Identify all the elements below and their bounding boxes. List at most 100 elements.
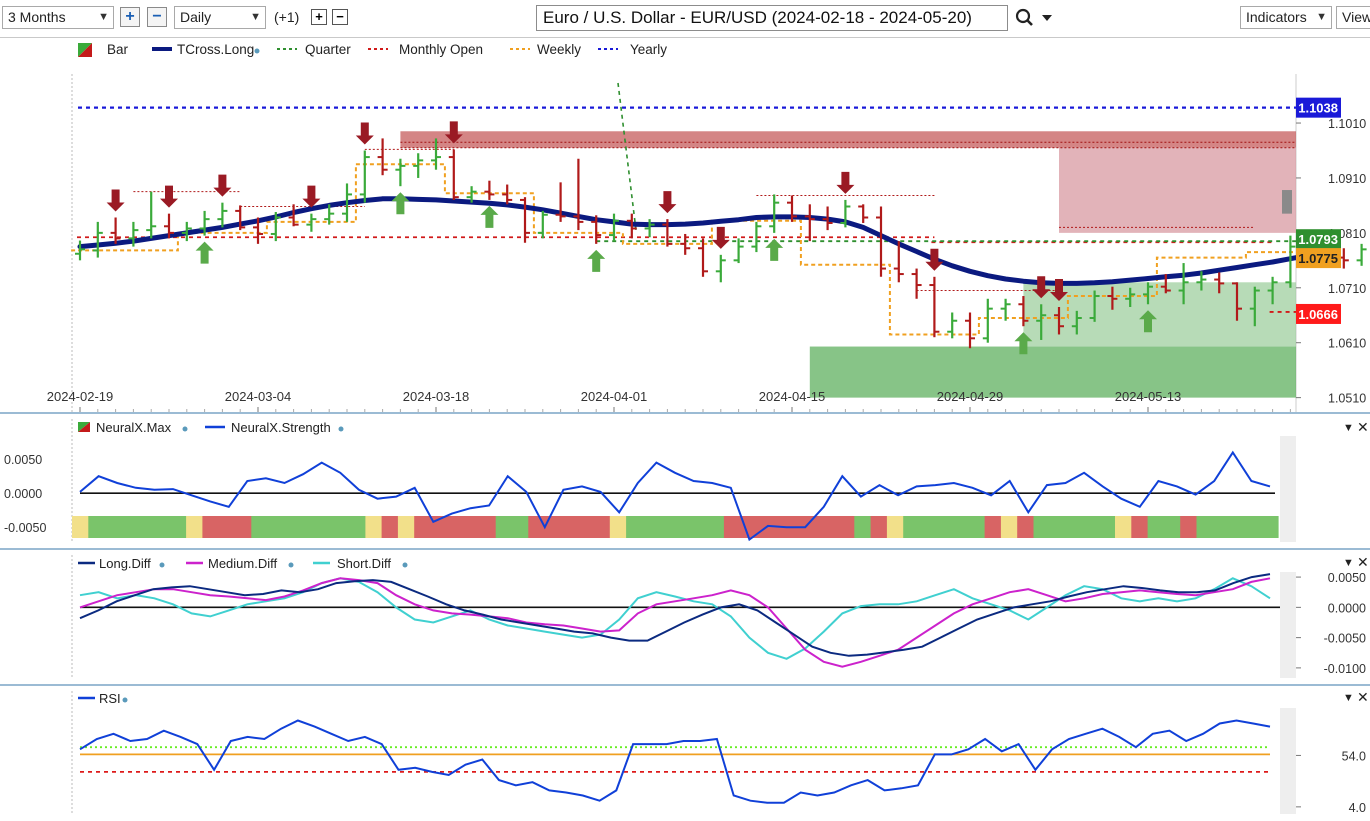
collapse-panel-icon[interactable]: ▼ [1343,557,1354,569]
price-bar [466,186,477,203]
collapse-panel-icon[interactable]: ▼ [1343,692,1354,704]
period-select[interactable]: 3 Months ▼ [2,6,114,29]
neural-max-cell [349,516,366,538]
price-chart[interactable]: 1.10101.09101.08101.07101.06101.05102024… [0,38,1370,413]
price-bar [1196,271,1207,291]
panel-divider[interactable] [0,548,1370,550]
interval-value: Daily [180,9,212,25]
price-bar [1000,298,1011,321]
sell-arrow-icon [836,171,855,194]
legend-main: Bar TCross.Long Quarter Monthly Open Wee… [78,42,667,57]
price-bar [217,202,228,228]
search-button[interactable] [1014,6,1054,30]
neural-max-cell [1196,516,1214,538]
panel-divider[interactable] [0,412,1370,414]
close-panel-icon[interactable]: ✕ [1357,689,1369,705]
price-bar [1249,286,1260,327]
offset-minus-button[interactable]: − [332,9,348,25]
collapse-panel-icon[interactable]: ▼ [1343,422,1354,434]
price-bar [270,212,281,242]
rsi-line [79,719,1271,804]
price-bar [626,213,637,239]
diff-chart[interactable]: 0.0050 0.0000 -0.0050 -0.0100 Long.Diff Med… [0,550,1370,684]
price-tag [1296,248,1341,269]
indicators-button[interactable]: Indicators ▼ [1240,6,1332,29]
price-bar [484,180,495,200]
y-tick-label: 0.0000 [1328,601,1366,615]
zoom-out-button[interactable]: − [147,7,167,27]
legend-yearly-label: Yearly [630,42,667,57]
neural-max-cell [903,516,921,538]
neural-max-cell [1245,516,1263,538]
close-panel-icon[interactable]: ✕ [1357,554,1369,570]
neural-max-cell [935,516,953,538]
settings-dot-icon[interactable] [338,426,344,432]
neural-max-cell [1180,516,1198,538]
price-bar [680,233,691,255]
price-bar [893,241,904,283]
neural-max-cell [1017,516,1035,538]
current-price-marker [1282,190,1292,214]
panel-divider[interactable] [0,684,1370,686]
legend-weekly[interactable]: Weekly [510,42,581,57]
y-tick-label: -0.0050 [1324,632,1366,646]
settings-dot-icon[interactable] [182,426,188,432]
neural-max-cell [609,516,627,538]
buy-arrow-icon [1139,310,1157,333]
price-tag [1296,97,1341,118]
price-bar [733,238,744,264]
x-tick-label: 2024-04-29 [937,389,1004,404]
price-bar [128,221,139,247]
settings-dot-icon[interactable] [122,697,128,703]
price-bar [787,195,797,222]
price-bar [253,217,263,244]
neuralx-chart[interactable]: 0.0050 0.0000 -0.0050 NeuralX.Max NeuralX.… [0,414,1370,549]
settings-dot-icon[interactable] [159,562,165,568]
interval-select[interactable]: Daily ▼ [174,6,266,29]
neural-max-cell [72,516,89,538]
period-value: 3 Months [8,9,66,25]
legend-tcross[interactable]: TCross.Long [152,42,260,57]
price-bar [1125,287,1136,308]
price-bar [911,268,922,299]
neural-max-cell [1131,516,1149,538]
settings-dot-icon[interactable] [402,562,408,568]
quarter-transition-line [617,82,637,231]
neural-max-cell [88,516,106,538]
neural-max-cell [218,516,236,538]
y-tick-label: 0.0000 [4,487,42,501]
buy-arrow-icon [195,241,214,264]
weekly-line [71,163,1335,336]
x-tick-label: 2024-04-15 [759,389,826,404]
neural-max-cell [723,516,741,538]
price-bar [609,213,619,242]
price-bar [662,219,673,247]
price-bar [502,184,513,205]
neural-max-cell [1082,516,1100,538]
indicators-label: Indicators [1246,9,1307,25]
neural-max-cell [446,516,464,538]
neural-max-cell [675,516,692,538]
settings-dot-icon[interactable] [254,48,260,54]
resistance-zone [1059,147,1296,233]
legend-bar[interactable]: Bar [78,42,129,57]
neural-max-cell [658,516,676,538]
legend-quarter[interactable]: Quarter [277,42,351,57]
x-tick-label: 2024-02-19 [47,389,114,404]
rsi-chart[interactable]: 54.0 4.0 RSI ▼ ✕ [0,686,1370,816]
zoom-in-button[interactable]: + [120,7,140,27]
price-bar [1356,243,1367,266]
offset-plus-button[interactable]: + [311,9,327,25]
minus-icon: − [336,9,344,24]
price-bar [199,210,210,236]
close-panel-icon[interactable]: ✕ [1357,419,1369,435]
neural-max-cell [463,516,480,538]
buy-arrow-icon [587,249,606,272]
legend-yearly[interactable]: Yearly [598,42,667,57]
view-button[interactable]: View [1336,6,1370,29]
legend-monthly[interactable]: Monthly Open [368,42,483,57]
settings-dot-icon[interactable] [288,562,294,568]
price-bar [573,158,584,231]
y-tick-label: 54.0 [1342,749,1366,763]
chevron-down-icon: ▼ [1316,11,1327,23]
